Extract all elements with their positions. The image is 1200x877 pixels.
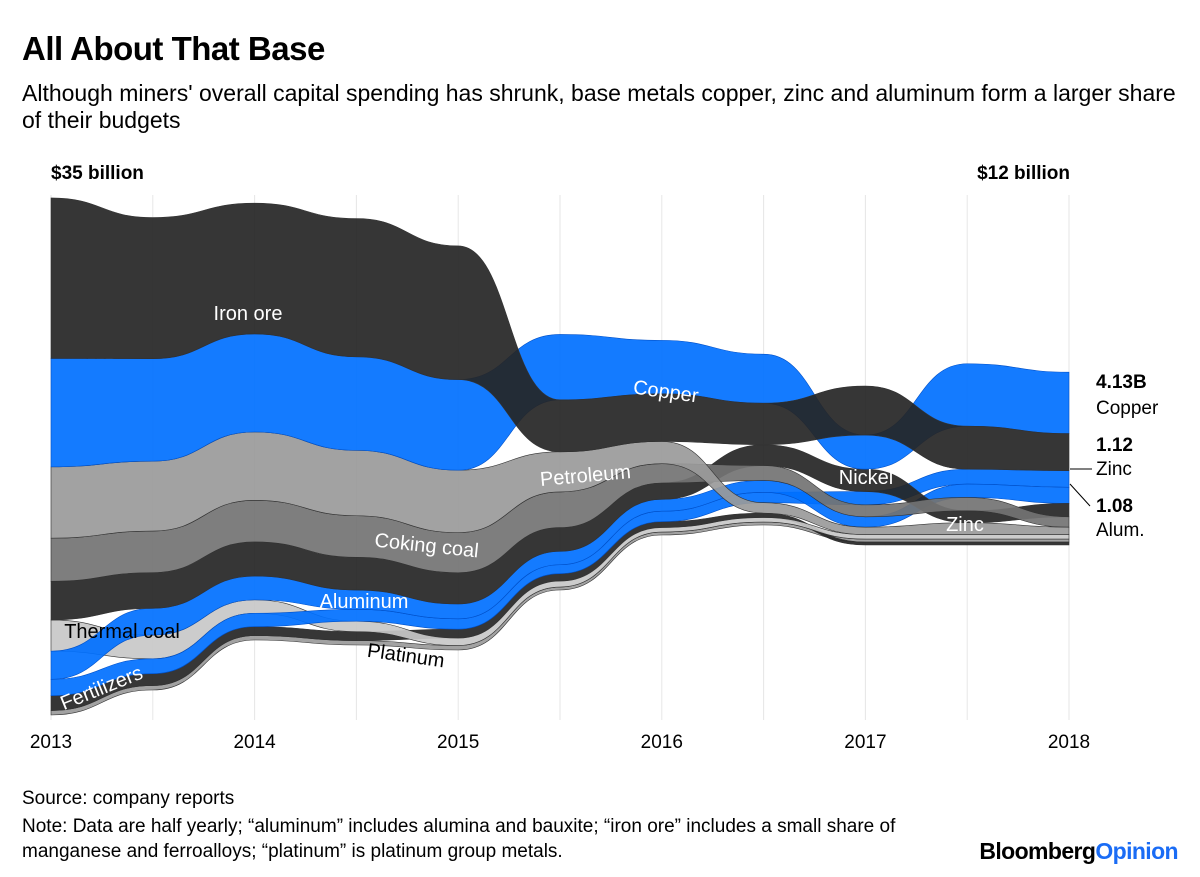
inline-label-aluminum: Aluminum <box>320 591 409 613</box>
x-tick-label: 2016 <box>641 732 683 753</box>
end-label-zinc-name: Zinc <box>1096 459 1132 480</box>
ribbon-thermal-coal <box>50 517 1070 660</box>
aluminum-leader-line <box>1069 483 1091 507</box>
chart-title: All About That Base <box>22 30 325 67</box>
inline-label-zinc: Zinc <box>946 514 984 536</box>
end-label-zinc-value: 1.12 <box>1096 435 1133 456</box>
x-tick-label: 2017 <box>844 732 886 753</box>
x-tick-label: 2013 <box>30 732 72 753</box>
source-note: Source: company reports <box>22 788 235 809</box>
end-label-copper-name: Copper <box>1096 398 1159 419</box>
end-scale-label: $12 billion <box>977 163 1070 184</box>
x-tick-label: 2015 <box>437 732 479 753</box>
ribbon-iron-ore <box>50 197 1070 472</box>
footnote: Note: Data are half yearly; “aluminum” i… <box>22 816 896 862</box>
chart-subtitle: Although miners' overall capital spendin… <box>22 80 1176 133</box>
x-tick-label: 2018 <box>1048 732 1090 753</box>
end-label-aluminum-name: Alum. <box>1096 520 1145 541</box>
end-label-aluminum-value: 1.08 <box>1096 496 1133 517</box>
inline-label-thermal-coal: Thermal coal <box>64 621 180 643</box>
brand-bloomberg: Bloomberg <box>979 838 1096 864</box>
inline-label-platinum: Platinum <box>366 640 446 673</box>
brand-opinion: Opinion <box>1095 838 1178 864</box>
x-tick-label: 2014 <box>233 732 276 753</box>
end-label-copper-value: 4.13B <box>1096 372 1147 393</box>
inline-label-nickel: Nickel <box>839 467 893 489</box>
start-scale-label: $35 billion <box>51 163 144 184</box>
inline-label-iron-ore: Iron ore <box>214 303 283 325</box>
bloomberg-opinion-logo: BloombergOpinion <box>979 838 1178 865</box>
